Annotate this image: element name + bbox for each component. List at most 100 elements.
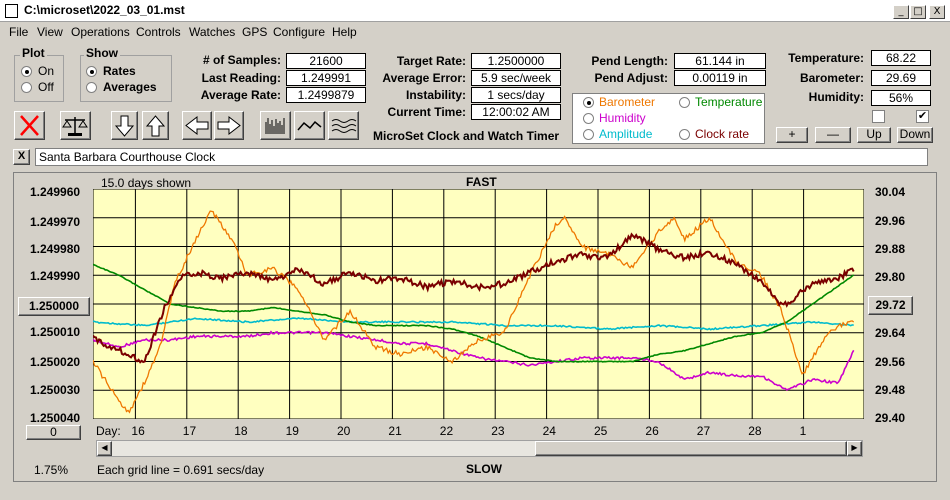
samples-field: 21600 bbox=[286, 53, 366, 69]
current-time-label: Current Time: bbox=[387, 105, 466, 119]
y-left-tick: 1.250030 bbox=[30, 383, 81, 397]
menu-view[interactable]: View bbox=[37, 25, 63, 39]
menu-help[interactable]: Help bbox=[332, 25, 357, 39]
arrow-down-icon bbox=[114, 115, 135, 137]
clock-rate-radio[interactable] bbox=[679, 129, 690, 140]
x-tick-label: 22 bbox=[439, 424, 454, 438]
center-value-button[interactable]: 1.250000 bbox=[18, 297, 90, 316]
current-baro-button[interactable]: 29.72 bbox=[868, 296, 913, 315]
barometer-label: Barometer: bbox=[799, 71, 864, 85]
menu-file[interactable]: File bbox=[9, 25, 29, 39]
show-rates-radio[interactable] bbox=[86, 66, 97, 77]
y-right-tick: 29.56 bbox=[875, 355, 906, 369]
zero-button[interactable]: 0 bbox=[26, 425, 81, 440]
current-time-field: 12:00:02 AM bbox=[471, 104, 561, 120]
plot-group bbox=[14, 55, 64, 102]
days-shown-label: 15.0 days shown bbox=[101, 176, 192, 190]
plus-button[interactable]: + bbox=[776, 127, 808, 143]
target-rate-label: Target Rate: bbox=[396, 54, 466, 68]
plot-off-radio[interactable] bbox=[21, 82, 32, 93]
arrow-left-icon bbox=[185, 115, 209, 136]
temperature-radio[interactable] bbox=[679, 97, 690, 108]
temperature-label: Temperature: bbox=[788, 51, 864, 65]
app-title: MicroSet Clock and Watch Timer bbox=[373, 129, 560, 143]
scroll-right-button[interactable] bbox=[214, 111, 244, 140]
y-right-tick: 29.40 bbox=[875, 411, 906, 425]
amplitude-radio-label: Amplitude bbox=[599, 127, 653, 141]
down-button[interactable]: Down bbox=[897, 127, 933, 143]
minus-button[interactable]: — bbox=[815, 127, 851, 143]
line-graph-button[interactable] bbox=[294, 111, 325, 140]
series-line-amplitude bbox=[93, 317, 854, 331]
y-left-tick: 1.250020 bbox=[30, 355, 81, 369]
scroll-left-arrow[interactable]: ◀ bbox=[97, 441, 112, 456]
x-axis-label: Day: bbox=[96, 424, 121, 438]
balance-button[interactable] bbox=[60, 111, 91, 140]
minimize-button[interactable]: _ bbox=[893, 5, 909, 19]
y-left-tick: 1.249990 bbox=[30, 269, 81, 283]
line-graph-icon bbox=[297, 120, 322, 131]
bar-graph-button[interactable] bbox=[260, 111, 291, 140]
pend-length-label: Pend Length: bbox=[591, 54, 668, 68]
option-checkbox-left[interactable] bbox=[872, 110, 885, 123]
barometer-field: 29.69 bbox=[871, 70, 931, 86]
average-error-field: 5.9 sec/week bbox=[471, 70, 561, 86]
y-right-tick: 29.64 bbox=[875, 326, 906, 340]
plot-on-radio[interactable] bbox=[21, 66, 32, 77]
wave-icon bbox=[331, 119, 357, 133]
humidity-radio-label: Humidity bbox=[599, 111, 646, 125]
plot-on-label: On bbox=[38, 64, 55, 78]
target-rate-field: 1.2500000 bbox=[471, 53, 561, 69]
show-averages-radio[interactable] bbox=[86, 82, 97, 93]
scroll-right-arrow[interactable]: ▶ bbox=[847, 441, 862, 456]
menu-watches[interactable]: Watches bbox=[189, 25, 236, 39]
pend-adjust-field: 0.00119 in bbox=[674, 70, 766, 86]
smooth-graph-button[interactable] bbox=[328, 111, 359, 140]
y-right-tick: 29.48 bbox=[875, 383, 906, 397]
amplitude-radio[interactable] bbox=[583, 129, 594, 140]
menu-gps[interactable]: GPS bbox=[242, 25, 268, 39]
scroll-left-button[interactable] bbox=[182, 111, 212, 140]
x-tick-label: 26 bbox=[645, 424, 659, 438]
clear-button[interactable] bbox=[14, 111, 45, 140]
last-reading-label: Last Reading: bbox=[201, 71, 281, 85]
close-clock-button[interactable]: X bbox=[13, 149, 30, 165]
close-window-button[interactable]: X bbox=[929, 5, 945, 19]
temperature-radio-label: Temperature bbox=[695, 95, 763, 109]
x-tick-label: 24 bbox=[542, 424, 556, 438]
barometer-radio[interactable] bbox=[583, 97, 594, 108]
rate-chart bbox=[93, 189, 864, 419]
instability-field: 1 secs/day bbox=[471, 87, 561, 103]
x-tick-label: 25 bbox=[594, 424, 608, 438]
average-rate-label: Average Rate: bbox=[200, 88, 281, 102]
x-tick-label: 21 bbox=[388, 424, 402, 438]
average-rate-field: 1.2499879 bbox=[286, 87, 366, 103]
menu-configure[interactable]: Configure bbox=[273, 25, 326, 39]
samples-label: # of Samples: bbox=[202, 53, 281, 67]
maximize-button[interactable]: □ bbox=[910, 5, 926, 19]
red-x-icon bbox=[20, 115, 39, 136]
fast-label: FAST bbox=[466, 175, 497, 189]
y-right-tick: 29.80 bbox=[875, 270, 906, 284]
pend-adjust-label: Pend Adjust: bbox=[594, 71, 668, 85]
menu-operations[interactable]: Operations bbox=[71, 25, 130, 39]
up-button[interactable]: Up bbox=[857, 127, 891, 143]
scrollbar-thumb[interactable] bbox=[535, 441, 847, 456]
y-left-tick: 1.250040 bbox=[30, 411, 81, 425]
humidity-radio[interactable] bbox=[583, 113, 594, 124]
scroll-down-button[interactable] bbox=[111, 111, 138, 140]
x-tick-label: 20 bbox=[337, 424, 351, 438]
x-tick-label: 28 bbox=[748, 424, 762, 438]
instability-label: Instability: bbox=[405, 88, 466, 102]
series-line-barometer bbox=[93, 210, 855, 414]
menu-controls[interactable]: Controls bbox=[136, 25, 181, 39]
show-averages-label: Averages bbox=[103, 80, 157, 94]
show-group bbox=[80, 55, 172, 102]
scroll-up-button[interactable] bbox=[142, 111, 169, 140]
y-left-tick: 1.249980 bbox=[30, 242, 81, 256]
show-group-title: Show bbox=[84, 46, 120, 60]
option-checkbox-right[interactable]: ✔ bbox=[916, 110, 929, 123]
pend-length-field: 61.144 in bbox=[674, 53, 766, 69]
title-bar: C:\microset\2022_03_01.mst _ □ X bbox=[0, 0, 950, 22]
clock-name-input[interactable]: Santa Barbara Courthouse Clock bbox=[35, 148, 928, 166]
